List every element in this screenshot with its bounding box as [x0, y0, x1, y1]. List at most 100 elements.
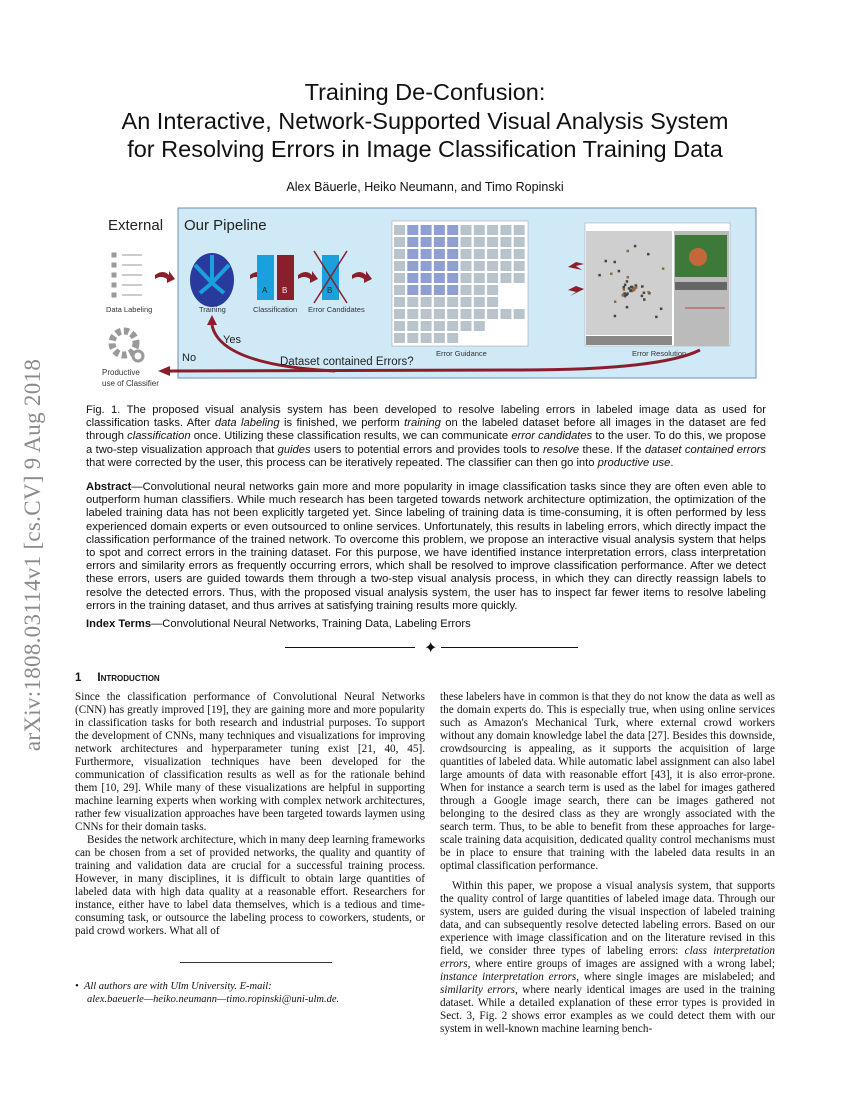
scatter-point	[613, 300, 617, 303]
thumbnail	[407, 273, 419, 283]
front-matter: Fig. 1. The proposed visual analysis sys…	[86, 404, 766, 631]
thumbnail	[447, 237, 459, 247]
thumbnail	[473, 261, 485, 271]
footnote: • All authors are with Ulm University. E…	[75, 980, 435, 1006]
emph: instance interpretation errors	[440, 971, 577, 983]
thumbnail	[407, 249, 419, 259]
cross-icon	[313, 250, 348, 304]
thumbnail	[407, 261, 419, 271]
feedback-arrow	[169, 348, 701, 373]
footnote-rule	[180, 962, 332, 963]
abstract-text: —Convolutional neural networks gain more…	[86, 481, 766, 612]
thumbnail	[500, 225, 512, 235]
caption-emph: data labeling	[214, 417, 280, 430]
thumbnail	[473, 297, 485, 307]
productive-label: Productive	[102, 368, 140, 377]
index-terms-text: —Convolutional Neural Networks, Training…	[151, 618, 471, 631]
thumbnail	[513, 225, 525, 235]
scatter-point	[626, 275, 630, 279]
scatter-point	[604, 259, 608, 263]
thumbnail	[447, 273, 459, 283]
title-line: for Resolving Errors in Image Classifica…	[127, 136, 723, 162]
error-candidates-label: Error Candidates	[308, 305, 365, 314]
scatter-point	[661, 267, 665, 270]
scatter-point	[655, 315, 658, 319]
error-guidance-label: Error Guidance	[436, 349, 487, 358]
thumbnail	[394, 225, 405, 235]
caption-text: .	[670, 456, 674, 469]
caption-emph: guides	[277, 443, 311, 456]
scatter-point	[633, 244, 637, 248]
thumbnail	[487, 285, 499, 295]
thumbnail	[447, 309, 459, 319]
abstract: Abstract—Convolutional neural networks g…	[86, 481, 766, 613]
thumbnail	[433, 321, 445, 331]
thumbnail	[394, 273, 405, 283]
caption-emph: error candidates	[511, 430, 593, 443]
thumbnail	[420, 297, 432, 307]
thumbnail	[460, 249, 472, 259]
section-number: 1	[75, 672, 82, 684]
thumbnail	[407, 225, 419, 235]
bullet: •	[75, 981, 84, 992]
thumbnail	[460, 237, 472, 247]
no-label: No	[182, 352, 196, 364]
question-label: Dataset contained Errors?	[280, 356, 414, 368]
caption-label: Fig. 1.	[86, 404, 121, 416]
thumbnail	[473, 249, 485, 259]
separator-line	[441, 647, 578, 648]
thumbnail	[447, 261, 459, 271]
thumbnail	[433, 273, 445, 283]
brain-icon	[190, 253, 234, 307]
scatter-point	[613, 314, 617, 318]
thumbnail	[473, 237, 485, 247]
scatter-point	[598, 273, 601, 277]
data-labeling-icon	[111, 252, 142, 298]
caption-text: once. Utilizing these classification res…	[190, 430, 512, 443]
thumbnail	[487, 273, 499, 283]
text: , where entire groups of images are assi…	[467, 958, 775, 970]
thumbnail	[394, 297, 405, 307]
thumbnail	[487, 309, 499, 319]
scatter-point	[627, 287, 631, 290]
thumbnail	[394, 249, 405, 259]
thumbnail	[420, 225, 432, 235]
caption-text: these. If the	[579, 443, 645, 456]
thumbnail	[513, 261, 525, 271]
yes-label: Yes	[223, 334, 241, 346]
title-line: Training De-Confusion:	[304, 79, 546, 105]
thumbnail	[513, 309, 525, 319]
scatter-point	[625, 280, 629, 283]
caption-emph: resolve	[543, 443, 580, 456]
thumbnail	[473, 285, 485, 295]
scatter-point	[629, 289, 632, 293]
scatter-point	[613, 260, 616, 264]
thumbnail	[473, 321, 485, 331]
index-terms: Index Terms—Convolutional Neural Network…	[86, 618, 766, 631]
thumbnail	[407, 333, 419, 343]
thumbnail	[513, 249, 525, 259]
scatter-point	[623, 294, 627, 298]
thumbnail	[394, 309, 405, 319]
thumbnail	[407, 237, 419, 247]
footnote-email: alex.baeuerle—heiko.neumann—timo.ropinsk…	[87, 994, 340, 1005]
class-a-bar	[257, 255, 274, 300]
paragraph: Within this paper, we propose a visual a…	[440, 880, 775, 1036]
paragraph: Besides the network architecture, which …	[75, 834, 425, 937]
thumbnail	[447, 333, 459, 343]
thumbnail	[447, 321, 459, 331]
training-label: Training	[199, 305, 226, 314]
thumbnail	[473, 309, 485, 319]
thumbnail	[460, 273, 472, 283]
thumbnail	[487, 297, 499, 307]
caption-emph: dataset contained errors	[644, 443, 766, 456]
scatter-point	[647, 291, 650, 294]
thumbnail	[433, 309, 445, 319]
thumbnail	[500, 309, 512, 319]
thumbnail	[500, 273, 512, 283]
thumbnail	[460, 297, 472, 307]
thumbnail	[407, 297, 419, 307]
class-b-letter: B	[282, 286, 287, 295]
caption-emph: productive use	[597, 456, 671, 469]
thumbnail	[394, 285, 405, 295]
